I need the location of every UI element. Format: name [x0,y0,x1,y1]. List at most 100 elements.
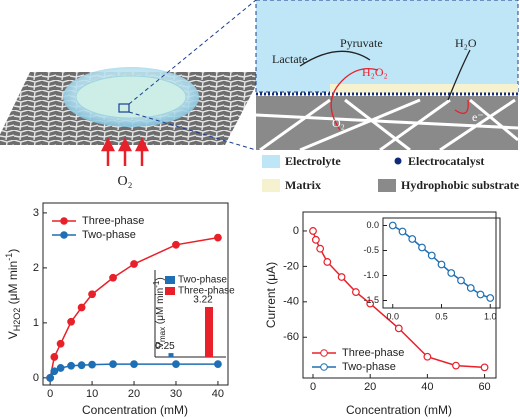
pyruvate-label: Pyruvate [340,36,383,50]
y-tick-label: -0.5 [363,245,379,255]
water-label: H₂O [455,36,477,50]
data-point [172,240,180,249]
legend-marker [60,217,68,225]
legend-label: Two-phase [82,229,136,241]
data-point [423,352,432,361]
legend-swatch [165,287,175,295]
data-point [394,324,403,333]
legend-label: Hydrophobic substrate [401,178,520,192]
data-point [452,361,460,370]
y-tick-label: -1.0 [363,270,379,280]
substrate-illustration [0,0,263,166]
legend-label: Three-phase [82,215,144,227]
data-point [466,284,475,292]
x-tick-label: 40 [212,388,224,400]
x-tick-label: 20 [364,381,376,393]
bar-value-label: 3.22 [193,295,213,306]
y-axis-label: Current (μA) [264,262,278,328]
legend-label: Electrolyte [285,154,341,168]
data-point [172,360,180,369]
schematic-legend [262,155,402,192]
data-point [388,221,397,230]
data-point [88,360,96,369]
axes-frame [42,202,229,386]
data-point [109,273,117,282]
data-point [56,364,65,372]
x-axis-label: Concentration (mM) [82,403,188,417]
data-point [46,373,55,382]
legend-label: Three-phase [342,347,404,359]
data-point [50,367,59,376]
legend-label: Two-phase [342,361,396,373]
data-point [130,360,138,369]
peroxide-label: H₂O₂ [362,65,388,79]
data-point [309,227,317,235]
y-tick-label: 3 [33,207,39,219]
axes-frame [302,211,497,379]
electron-label: e⁻ [472,110,484,124]
x-tick-label: 30 [170,388,182,400]
data-point [427,251,436,260]
data-point [77,303,86,312]
data-point [457,276,465,285]
x-tick-label: 0.5 [435,311,448,321]
data-point [476,290,485,299]
x-tick-label: 1.0 [484,311,497,321]
bar [168,353,174,357]
lactate-label: Lactate [272,52,307,66]
legend-label: Matrix [285,178,321,192]
y-tick-label: -20 [283,260,299,272]
bar-value-label: 0.25 [155,341,175,352]
y-tick-label: 0 [293,225,299,237]
y-tick-label: -40 [283,296,299,308]
x-axis-label: Concentration (mM) [346,403,452,417]
legend-marker [60,231,68,239]
legend-label: Electrocatalyst [408,154,484,168]
data-point [408,235,417,243]
data-point [316,244,325,253]
legend-label: Three-phase [178,286,235,297]
series-line [49,236,219,378]
data-point [88,290,96,299]
data-point [418,243,426,252]
legend-marker [320,363,328,371]
data-point [447,269,456,277]
data-point [366,299,375,308]
y-tick-label: 0.0 [366,220,379,230]
x-tick-label: 0 [310,381,316,393]
y-tick-label: -60 [283,331,299,343]
interface-illustration [255,0,519,152]
data-point [480,363,489,372]
data-point [109,360,117,369]
data-point [50,353,59,361]
legend-marker [320,349,328,357]
data-point [398,227,407,236]
data-point [67,361,76,370]
y-axis-label: VH2O2 (μM min-1) [4,249,22,339]
inset-y-axis-label: Vmax (μM min-1) [152,277,167,348]
y-tick-label: 0 [33,372,39,384]
data-point [214,360,222,369]
data-point [323,258,332,266]
oxygen-in-label: O₂ [332,116,345,130]
bar [205,306,213,357]
oxygen-label: O₂ [118,174,133,189]
x-tick-label: 10 [86,388,98,400]
data-point [437,260,446,269]
legend-swatch [165,276,175,284]
data-point [351,288,360,296]
x-tick-label: 0 [47,388,53,400]
x-tick-label: 0.0 [386,311,399,321]
data-point [77,361,86,370]
x-tick-label: 40 [421,381,433,393]
y-tick-label: -1.5 [363,295,379,305]
x-tick-label: 60 [478,381,490,393]
data-point [130,260,138,268]
legend-label: Two-phase [178,275,227,286]
data-point [311,235,320,244]
data-point [67,317,76,326]
data-point [337,273,346,281]
data-point [486,294,495,302]
x-tick-label: 20 [128,388,140,400]
